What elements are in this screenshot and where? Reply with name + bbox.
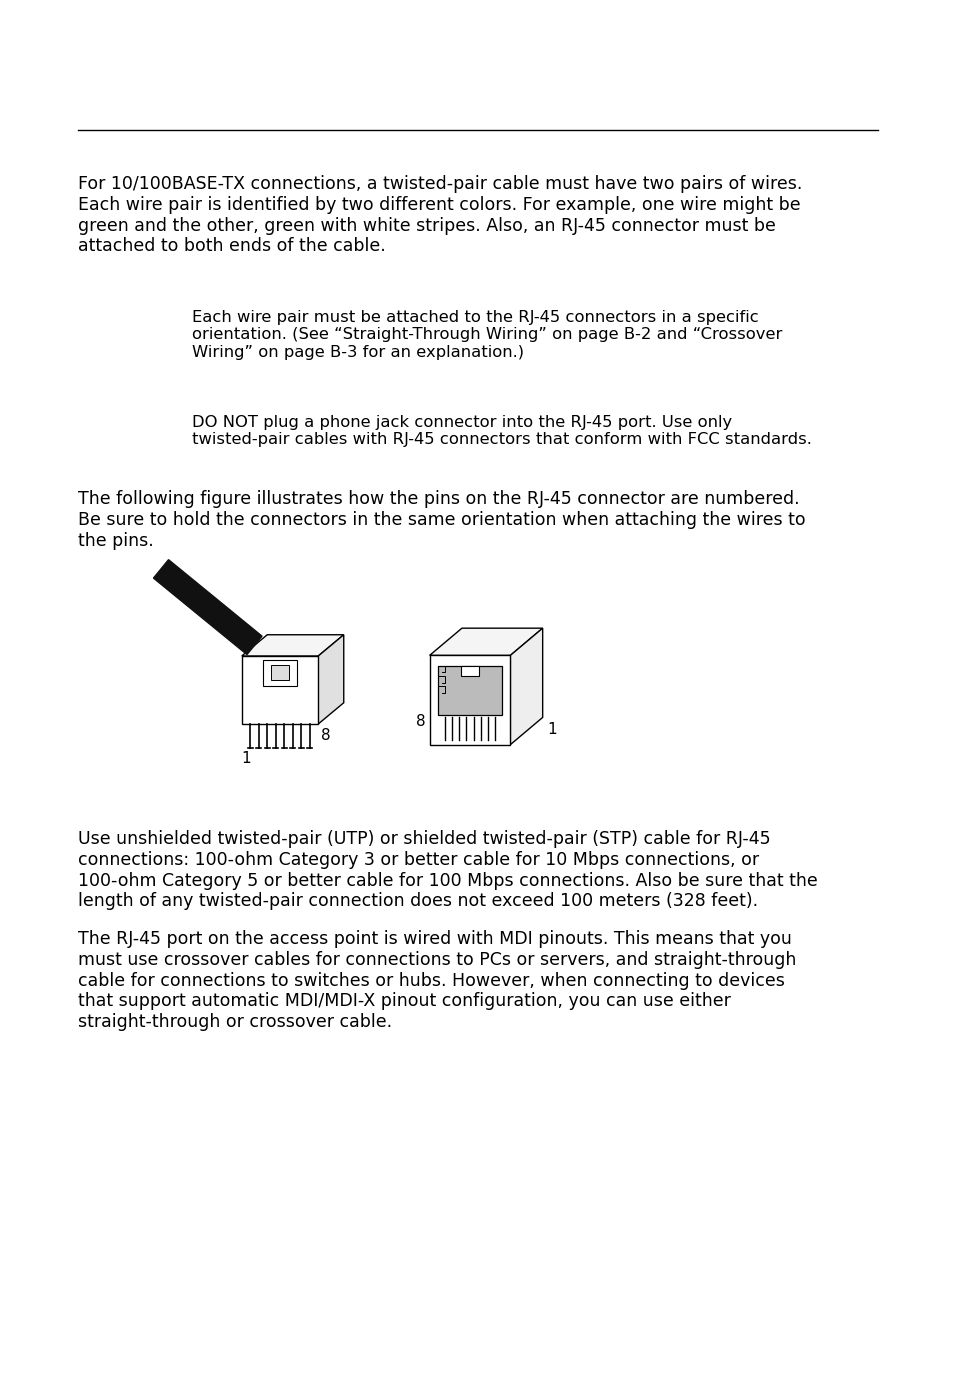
Polygon shape xyxy=(429,655,510,744)
Polygon shape xyxy=(153,559,262,655)
Text: For 10/100BASE-TX connections, a twisted-pair cable must have two pairs of wires: For 10/100BASE-TX connections, a twisted… xyxy=(78,175,801,255)
Text: DO NOT plug a phone jack connector into the RJ-45 port. Use only
twisted-pair ca: DO NOT plug a phone jack connector into … xyxy=(192,415,811,447)
Text: The RJ-45 port on the access point is wired with MDI pinouts. This means that yo: The RJ-45 port on the access point is wi… xyxy=(78,930,796,1031)
Text: 1: 1 xyxy=(241,751,251,766)
Polygon shape xyxy=(241,657,318,725)
Polygon shape xyxy=(241,634,343,657)
Text: Use unshielded twisted-pair (UTP) or shielded twisted-pair (STP) cable for RJ-45: Use unshielded twisted-pair (UTP) or shi… xyxy=(78,830,817,911)
Text: Each wire pair must be attached to the RJ-45 connectors in a specific
orientatio: Each wire pair must be attached to the R… xyxy=(192,310,781,359)
Text: 8: 8 xyxy=(416,715,425,729)
Text: 8: 8 xyxy=(320,729,330,743)
Polygon shape xyxy=(437,666,501,715)
Polygon shape xyxy=(271,665,289,680)
Polygon shape xyxy=(263,661,296,686)
Polygon shape xyxy=(460,666,478,676)
Text: 1: 1 xyxy=(546,722,556,737)
Polygon shape xyxy=(510,629,542,744)
Text: The following figure illustrates how the pins on the RJ-45 connector are numbere: The following figure illustrates how the… xyxy=(78,490,804,550)
Polygon shape xyxy=(429,629,542,655)
Polygon shape xyxy=(318,634,343,725)
